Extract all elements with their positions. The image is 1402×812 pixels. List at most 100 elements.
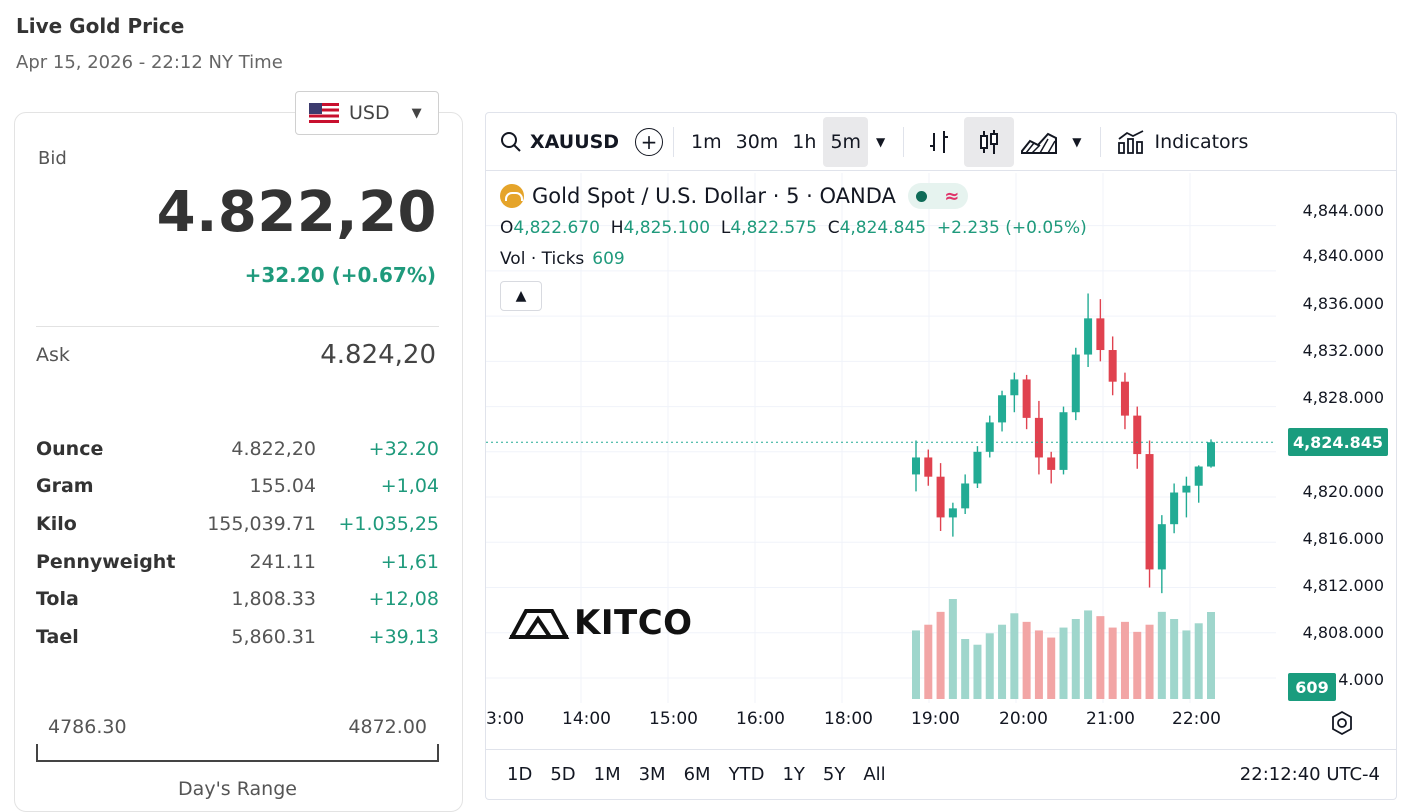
range-5d[interactable]: 5D [550,764,576,785]
candle [985,415,994,458]
candle-body [1034,417,1043,458]
volume-bar [912,630,920,699]
range-3m[interactable]: 3M [638,764,666,785]
unit-row: Ounce 4.822,20 +32.20 [36,430,439,468]
low-value: 4,822.575 [730,218,817,238]
candle-body [1059,412,1068,470]
toolbar-separator [673,126,674,157]
candle-body [1182,485,1191,493]
compare-button[interactable]: + [625,117,663,167]
price-tick-label: 4,844.000 [1302,201,1384,220]
delayed-data-icon: ≈ [944,185,960,207]
unit-row: Kilo 155,039.71 +1.035,25 [36,505,439,543]
range-1d[interactable]: 1D [507,764,533,785]
candle [1133,406,1142,469]
unit-price: 241.11 [249,550,316,573]
indicators-button[interactable]: Indicators [1117,117,1248,167]
bar-chart-type-button[interactable] [914,117,964,167]
unit-name: Kilo [36,512,77,535]
currency-select[interactable]: USD ▼ [295,91,439,135]
unit-change: +32.20 [368,437,439,460]
interval-1h[interactable]: 1h [792,130,817,153]
candle [924,449,933,486]
range-all[interactable]: All [863,764,886,785]
unit-change: +39,13 [368,625,439,648]
chart-type-dropdown[interactable]: ▼ [1064,135,1089,149]
unit-row: Gram 155.04 +1,04 [36,468,439,506]
unit-price: 4.822,20 [231,437,316,460]
unit-change: +1.035,25 [338,512,439,535]
candle-body [1157,524,1166,570]
candle [936,463,945,531]
candle [1170,483,1179,534]
volume-bar [973,644,982,699]
market-status-pill[interactable]: ≈ [907,183,968,209]
candle [1084,293,1093,367]
volume-bar [1120,621,1129,699]
candle-body [961,483,970,509]
volume-bar [961,639,970,699]
unit-name: Tola [36,588,79,611]
volume-bar [1157,611,1166,699]
gold-symbol-icon [500,184,524,208]
unit-price: 155,039.71 [207,512,316,535]
candle-body [1047,457,1056,470]
indicators-icon [1117,129,1143,154]
toolbar-separator [903,126,905,157]
area-chart-type-button[interactable] [1014,117,1064,167]
price-tick-label: 4,840.000 [1302,246,1384,265]
time-axis[interactable]: 3:00 14:00 15:00 16:00 18:00 19:00 20:00 21:00 2… [486,709,1276,733]
area-chart-icon [1021,132,1058,154]
unit-row: Pennyweight 241.11 +1,61 [36,543,439,581]
close-value: 4,824.845 [839,218,927,238]
range-5y[interactable]: 5Y [822,764,846,785]
interval-dropdown[interactable]: ▼ [868,135,893,149]
time-tick-label: 18:00 [824,709,873,729]
price-tick-label: 4,816.000 [1302,529,1384,548]
candle [1059,406,1068,475]
candle-body [1022,379,1031,418]
interval-5m[interactable]: 5m [823,116,869,167]
range-6m[interactable]: 6M [683,764,711,785]
volume-bar [998,624,1007,699]
collapse-legend-button[interactable]: ▲ [500,281,542,311]
volume-bar [924,624,933,699]
candles-icon [980,129,999,154]
unit-name: Pennyweight [36,550,176,573]
range-1y[interactable]: 1Y [782,764,805,785]
volume-bar [1047,637,1056,699]
interval-30m[interactable]: 30m [735,130,779,153]
range-ytd[interactable]: YTD [728,764,765,785]
ohlc-legend: O4,822.670 H4,825.100 L4,822.575 C4,824.… [500,218,1087,238]
range-1m[interactable]: 1M [593,764,621,785]
candle [1071,347,1080,421]
volume-bar [1207,612,1215,699]
candle [1194,465,1203,503]
candle-body [1096,318,1105,351]
candlestick-plot[interactable] [486,113,1276,709]
volume-bar [1096,616,1105,699]
chevron-down-icon: ▼ [1072,134,1082,149]
chart-widget: XAUUSD + 1m 30m 1h 5m ▼ ▼ Indicators [485,112,1397,800]
chart-legend-title: Gold Spot / U.S. Dollar · 5 · OANDA ≈ [500,183,968,209]
open-label: O [500,218,514,238]
interval-1m[interactable]: 1m [691,130,722,153]
volume-bar [1034,630,1043,699]
time-tick-label: 19:00 [911,709,960,729]
day-range-bar [36,744,439,762]
volume-legend: Vol · Ticks 609 [500,249,625,269]
volume-bar [1194,623,1203,699]
candle [1108,336,1117,396]
ohlc-change: +2.235 (+0.05%) [936,218,1087,238]
chart-clock[interactable]: 22:12:40 UTC-4 [1239,764,1380,785]
day-range-low: 4786.30 [48,716,127,738]
volume-bar [1084,610,1093,699]
candle [1010,372,1019,413]
candle-body [998,395,1007,423]
candle-chart-type-button[interactable] [964,116,1015,167]
settings-icon[interactable] [1329,710,1355,736]
candle [1047,451,1056,484]
symbol-search[interactable]: XAUUSD [500,117,625,167]
volume-bar [985,633,994,699]
unit-change: +1,04 [380,475,439,498]
